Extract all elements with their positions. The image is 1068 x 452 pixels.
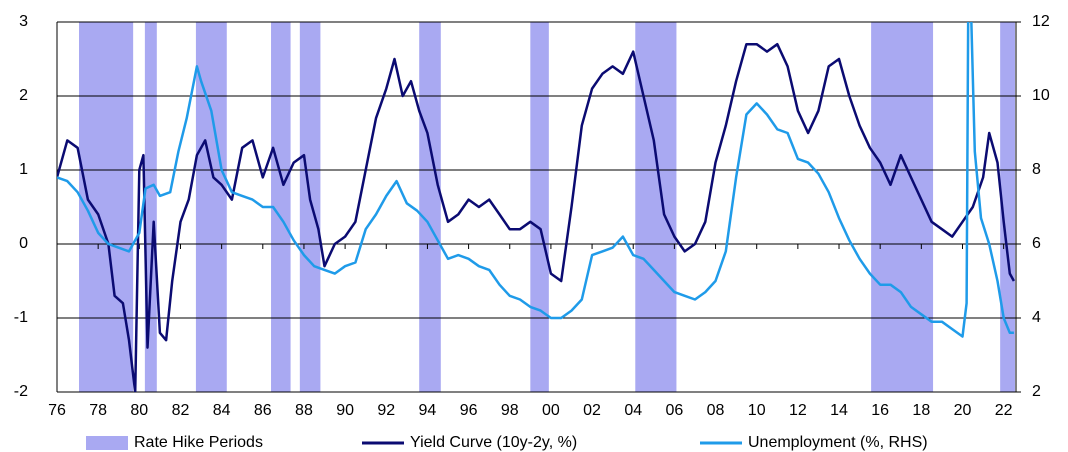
y2-tick-label: 10 (1032, 87, 1050, 104)
rate-hike-band (635, 22, 677, 392)
y-tick-label: 1 (19, 161, 28, 178)
rate-hike-band (79, 22, 134, 392)
legend-label: Unemployment (%, RHS) (748, 434, 928, 451)
y-tick-label: -1 (14, 309, 28, 326)
x-tick-label: 80 (130, 402, 148, 419)
x-tick-label: 98 (501, 402, 519, 419)
series-line (57, 22, 1014, 338)
rate-hike-band (530, 22, 549, 392)
x-tick-label: 84 (213, 402, 231, 419)
x-tick-label: 94 (419, 402, 437, 419)
y-tick-label: 0 (19, 235, 28, 252)
x-tick-label: 18 (912, 402, 930, 419)
x-tick-label: 92 (377, 402, 395, 419)
y-tick-label: 3 (19, 13, 28, 30)
legend-label: Yield Curve (10y-2y, %) (410, 434, 577, 451)
rate-hike-band (144, 22, 157, 392)
x-tick-label: 86 (254, 402, 272, 419)
rate-hike-band (271, 22, 291, 392)
y2-tick-label: 12 (1032, 13, 1050, 30)
legend-label: Rate Hike Periods (134, 434, 263, 451)
x-tick-label: 00 (542, 402, 560, 419)
x-tick-label: 04 (624, 402, 642, 419)
x-tick-label: 82 (172, 402, 190, 419)
x-tick-label: 22 (995, 402, 1013, 419)
y2-tick-label: 6 (1032, 235, 1041, 252)
x-tick-label: 78 (89, 402, 107, 419)
x-tick-label: 10 (748, 402, 766, 419)
y2-tick-label: 2 (1032, 383, 1041, 400)
x-tick-label: 12 (789, 402, 807, 419)
rate-hike-band (1000, 22, 1015, 392)
rate-hike-band (299, 22, 321, 392)
y2-tick-label: 4 (1032, 309, 1041, 326)
rate-hike-band (419, 22, 441, 392)
x-tick-label: 96 (460, 402, 478, 419)
x-tick-label: 16 (871, 402, 889, 419)
y-tick-label: 2 (19, 87, 28, 104)
x-tick-label: 08 (707, 402, 725, 419)
x-tick-label: 02 (583, 402, 601, 419)
legend-swatch (86, 436, 128, 450)
x-tick-label: 88 (295, 402, 313, 419)
series-line (57, 42, 1015, 392)
x-tick-label: 14 (830, 402, 848, 419)
y-tick-label: -2 (14, 383, 28, 400)
x-tick-label: 90 (336, 402, 354, 419)
x-tick-label: 06 (665, 402, 683, 419)
y2-tick-label: 8 (1032, 161, 1041, 178)
x-tick-label: 76 (48, 402, 66, 419)
x-tick-label: 20 (954, 402, 972, 419)
rate-hike-band (871, 22, 934, 392)
